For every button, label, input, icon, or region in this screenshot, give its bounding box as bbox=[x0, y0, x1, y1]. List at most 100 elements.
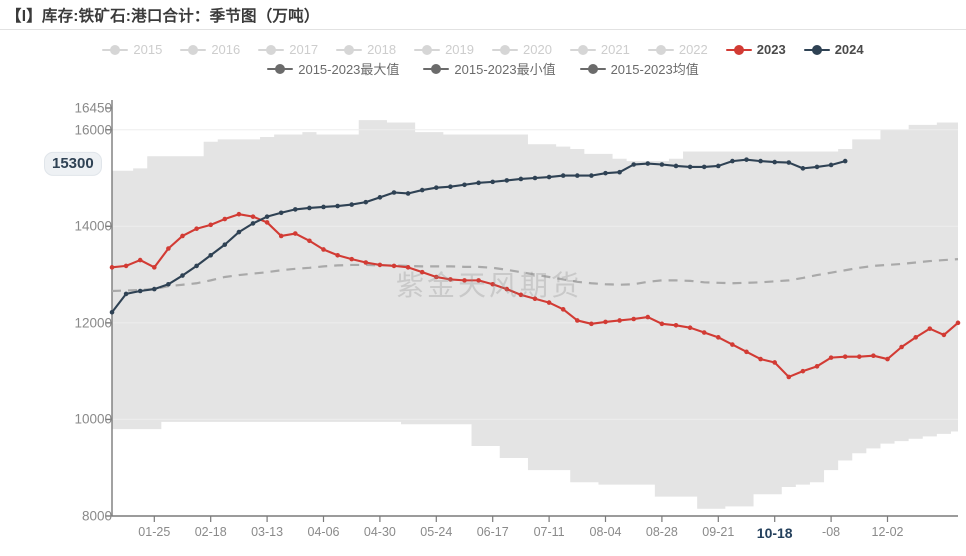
legend-item-2021[interactable]: 2021 bbox=[569, 42, 630, 57]
chart-legend: 2015 2016 2017 2018 2019 2020 2021 2022 2023 2024… bbox=[0, 30, 966, 90]
data-point bbox=[701, 164, 707, 170]
legend-item-2019[interactable]: 2019 bbox=[414, 42, 474, 57]
legend-row-years: 2015 2016 2017 2018 2019 2020 2021 2022 2023 2024 bbox=[93, 42, 872, 57]
data-point bbox=[645, 161, 651, 166]
data-point bbox=[123, 291, 129, 297]
data-point bbox=[448, 277, 453, 282]
data-point bbox=[673, 163, 679, 169]
data-point bbox=[687, 164, 693, 170]
data-point bbox=[744, 349, 749, 355]
legend-item-2020[interactable]: 2020 bbox=[492, 42, 552, 57]
data-point bbox=[363, 199, 369, 205]
data-point bbox=[109, 309, 115, 315]
data-point bbox=[758, 158, 763, 164]
legend-item-2015-2023最大值[interactable]: 2015-2023最大值 bbox=[267, 59, 399, 78]
data-point bbox=[913, 335, 918, 340]
data-point bbox=[434, 274, 439, 280]
legend-item-2017[interactable]: 2017 bbox=[258, 42, 318, 57]
data-point bbox=[631, 316, 636, 322]
data-point bbox=[532, 175, 538, 181]
page-title: 【I】库存:铁矿石:港口合计：季节图（万吨） bbox=[6, 7, 320, 25]
data-point bbox=[955, 320, 961, 326]
data-point bbox=[857, 354, 862, 359]
data-point bbox=[546, 300, 552, 305]
data-point bbox=[899, 344, 904, 350]
legend-item-2023[interactable]: 2023 bbox=[725, 42, 786, 57]
data-point bbox=[293, 231, 298, 236]
legend-item-2018[interactable]: 2018 bbox=[336, 42, 396, 57]
data-point bbox=[123, 263, 129, 269]
data-point bbox=[377, 262, 383, 268]
data-point bbox=[363, 260, 369, 265]
data-point bbox=[321, 247, 326, 252]
data-point bbox=[560, 173, 566, 178]
data-point bbox=[448, 184, 453, 189]
legend-item-2015-2023均值[interactable]: 2015-2023均值 bbox=[579, 59, 699, 78]
legend-item-2015-2023最小值[interactable]: 2015-2023最小值 bbox=[423, 59, 556, 78]
data-point bbox=[405, 265, 411, 270]
x-axis-tick-label: 02-18 bbox=[194, 525, 227, 539]
legend-item-label: 2021 bbox=[600, 42, 630, 57]
data-point bbox=[194, 263, 199, 269]
legend-item-label: 2015-2023最大值 bbox=[298, 62, 400, 77]
data-point bbox=[462, 278, 467, 283]
data-point bbox=[264, 214, 270, 219]
data-point bbox=[250, 214, 256, 219]
data-point bbox=[391, 263, 397, 269]
legend-marker-icon bbox=[102, 43, 129, 57]
data-point bbox=[560, 307, 566, 312]
legend-marker-icon bbox=[725, 43, 752, 57]
data-point bbox=[152, 286, 157, 292]
data-point bbox=[180, 233, 185, 239]
data-point bbox=[828, 162, 834, 168]
data-point bbox=[166, 281, 171, 287]
legend-item-2015[interactable]: 2015 bbox=[102, 42, 162, 57]
series-2024 bbox=[109, 157, 848, 315]
data-point bbox=[462, 182, 467, 188]
data-point bbox=[137, 288, 143, 294]
data-point bbox=[335, 252, 340, 258]
data-point bbox=[575, 173, 580, 178]
data-point bbox=[631, 162, 636, 167]
x-axis-tick-label: 04-06 bbox=[307, 525, 340, 539]
legend-item-2024[interactable]: 2024 bbox=[803, 42, 864, 57]
legend-item-label: 2023 bbox=[756, 42, 786, 57]
data-point bbox=[349, 256, 355, 262]
data-point bbox=[293, 207, 298, 212]
data-point bbox=[687, 325, 693, 330]
y-axis-tick-label: 12000 bbox=[74, 315, 112, 331]
data-point bbox=[645, 314, 651, 320]
data-point bbox=[222, 242, 228, 247]
data-point bbox=[716, 335, 721, 340]
data-point bbox=[236, 211, 242, 217]
data-point bbox=[617, 169, 622, 175]
data-point bbox=[659, 321, 665, 327]
legend-marker-icon bbox=[803, 43, 830, 57]
data-point bbox=[419, 269, 425, 275]
seasonal-line-chart bbox=[106, 100, 961, 522]
data-point bbox=[814, 164, 820, 170]
legend-item-label: 2016 bbox=[211, 42, 241, 57]
data-point bbox=[546, 174, 552, 180]
data-point bbox=[786, 160, 792, 165]
data-point bbox=[716, 163, 721, 169]
legend-item-label: 2015-2023最小值 bbox=[454, 62, 556, 77]
legend-marker-icon bbox=[492, 43, 518, 57]
data-point bbox=[617, 318, 622, 323]
legend-item-2022[interactable]: 2022 bbox=[647, 42, 708, 57]
legend-item-label: 2024 bbox=[834, 42, 864, 57]
data-point bbox=[405, 191, 411, 196]
legend-item-label: 2019 bbox=[445, 42, 474, 57]
legend-marker-icon bbox=[423, 62, 450, 76]
data-point bbox=[250, 221, 256, 226]
legend-item-2016[interactable]: 2016 bbox=[180, 42, 240, 57]
legend-marker-icon bbox=[647, 43, 674, 57]
legend-item-label: 2015 bbox=[133, 42, 163, 57]
legend-marker-icon bbox=[579, 62, 606, 76]
title-divider bbox=[0, 29, 966, 30]
data-point bbox=[504, 286, 510, 292]
legend-marker-icon bbox=[336, 43, 363, 57]
data-point bbox=[772, 159, 777, 165]
data-point bbox=[264, 220, 270, 225]
